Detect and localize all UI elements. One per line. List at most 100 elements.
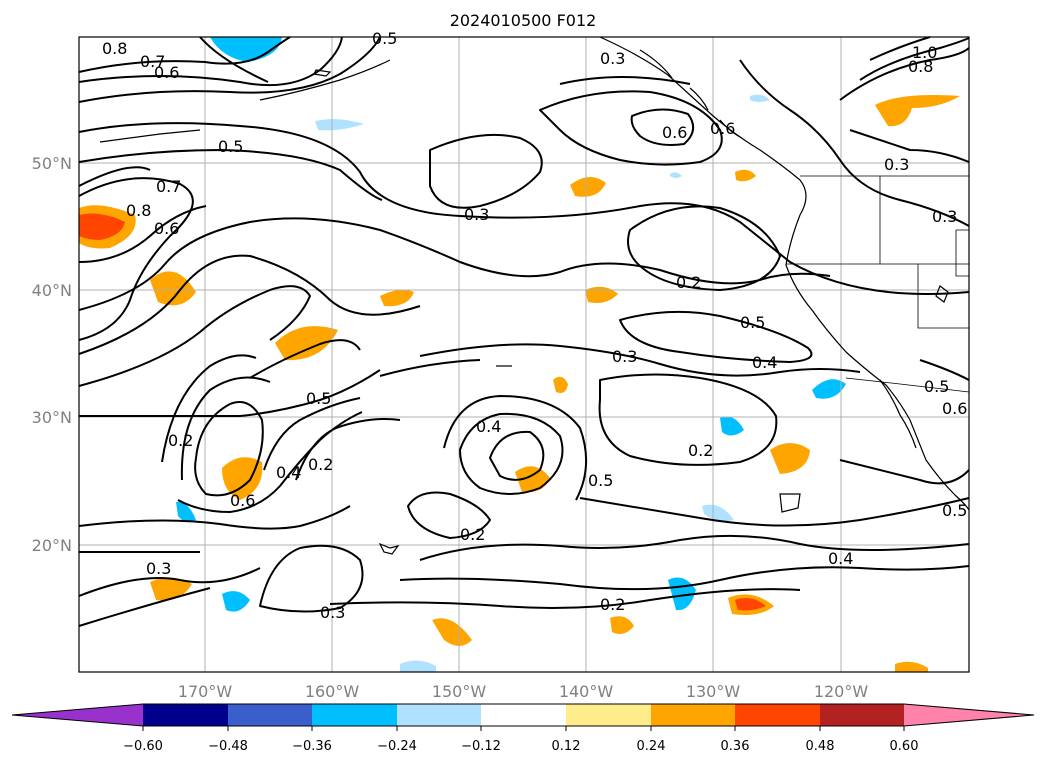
contour-label: 0.6 xyxy=(230,491,255,510)
anomaly-positive xyxy=(275,326,338,361)
anomaly-positive xyxy=(770,443,810,474)
anomaly-negative xyxy=(315,119,364,131)
contour-label: 0.3 xyxy=(612,347,637,366)
contour-label: 0.6 xyxy=(154,219,179,238)
longitude-label: 160°W xyxy=(305,682,360,701)
anomaly-negative xyxy=(702,504,734,522)
anomaly-positive xyxy=(432,618,472,646)
longitude-label: 140°W xyxy=(559,682,614,701)
contour-label: 0.5 xyxy=(588,471,613,490)
contour-label: 0.3 xyxy=(146,559,171,578)
shaded-anomalies xyxy=(79,37,960,672)
anomaly-positive xyxy=(735,169,756,182)
contour-label: 0.5 xyxy=(942,501,967,520)
colorbar-segment xyxy=(566,704,651,726)
latitude-labels: 50°N 40°N 30°N 20°N xyxy=(32,154,72,555)
anomaly-positive xyxy=(380,289,414,307)
anomaly-negative xyxy=(210,37,282,62)
colorbar-segment xyxy=(397,704,481,726)
anomaly-negative xyxy=(670,172,682,178)
contour-label: 0.3 xyxy=(932,207,957,226)
contour-label: 0.3 xyxy=(600,49,625,68)
anomaly-positive xyxy=(150,271,196,306)
contour-label: 0.3 xyxy=(320,603,345,622)
colorbar-tick-label: −0.60 xyxy=(123,739,163,754)
anomaly-positive xyxy=(553,376,568,393)
contour-label: 0.8 xyxy=(908,57,933,76)
anomaly-positive xyxy=(222,457,263,500)
longitude-label: 130°W xyxy=(686,682,741,701)
contour-label: 0.2 xyxy=(308,455,333,474)
contour-label: 0.2 xyxy=(168,431,193,450)
latitude-label: 20°N xyxy=(32,536,72,555)
contour-label: 0.5 xyxy=(924,377,949,396)
anomaly-negative xyxy=(400,660,436,672)
contour-label: 0.8 xyxy=(126,201,151,220)
contour-label: 0.6 xyxy=(942,399,967,418)
contour-label: 0.4 xyxy=(276,463,301,482)
contour-lines xyxy=(78,36,970,627)
anomaly-negative xyxy=(750,94,770,102)
colorbar-tick-label: 0.12 xyxy=(552,739,581,754)
colorbar: −0.60 −0.48 −0.36 −0.24 −0.12 0.12 0.24 … xyxy=(11,703,1035,754)
anomaly-positive xyxy=(570,176,606,197)
anomaly-negative xyxy=(812,379,846,399)
anomaly-negative xyxy=(176,501,196,523)
colorbar-tick-label: 0.60 xyxy=(890,739,919,754)
figure-title: 2024010500 F012 xyxy=(450,11,597,30)
contour-label: 0.2 xyxy=(688,441,713,460)
contour-label: 0.2 xyxy=(600,595,625,614)
anomaly-positive xyxy=(895,661,928,672)
contour-label: 0.2 xyxy=(676,273,701,292)
colorbar-segment xyxy=(481,704,566,726)
latitude-label: 30°N xyxy=(32,408,72,427)
colorbar-segment xyxy=(228,704,312,726)
longitude-labels: 170°W 160°W 150°W 140°W 130°W 120°W xyxy=(178,682,869,701)
colorbar-segment xyxy=(143,704,228,726)
contour-label: 0.5 xyxy=(306,389,331,408)
anomaly-positive xyxy=(610,616,634,634)
colorbar-tick-label: −0.48 xyxy=(208,739,248,754)
anomaly-positive xyxy=(735,598,766,611)
colorbar-segment xyxy=(312,704,397,726)
latitude-label: 40°N xyxy=(32,281,72,300)
contour-label: 0.4 xyxy=(476,417,501,436)
colorbar-extend-high xyxy=(904,704,1034,726)
contour-label: 0.7 xyxy=(140,52,165,71)
contour-label: 0.6 xyxy=(154,63,179,82)
contour-label: 0.4 xyxy=(752,353,777,372)
contour-label: 0.3 xyxy=(884,155,909,174)
anomaly-negative xyxy=(720,416,744,436)
colorbar-tick-label: 0.36 xyxy=(721,739,750,754)
anomaly-positive xyxy=(79,213,125,240)
latitude-label: 50°N xyxy=(32,154,72,173)
contour-label: 0.6 xyxy=(662,123,687,142)
map-panel: 0.8 0.7 0.6 0.5 0.3 0.6 0.7 0.8 0.6 0.5 … xyxy=(78,29,970,673)
coastlines xyxy=(99,36,970,555)
colorbar-segment xyxy=(820,704,904,726)
colorbar-tick-label: 0.24 xyxy=(637,739,666,754)
contour-label: 0.6 xyxy=(710,119,735,138)
colorbar-tick-label: 0.48 xyxy=(806,739,835,754)
longitude-label: 120°W xyxy=(814,682,869,701)
contour-label: 0.5 xyxy=(740,313,765,332)
contour-labels: 0.8 0.7 0.6 0.5 0.3 0.6 0.7 0.8 0.6 0.5 … xyxy=(102,29,967,622)
contour-label: 1.0 xyxy=(912,43,937,62)
contour-label: 0.5 xyxy=(372,29,397,48)
longitude-label: 170°W xyxy=(178,682,233,701)
colorbar-segment xyxy=(651,704,735,726)
contour-label: 0.3 xyxy=(464,205,489,224)
longitude-label: 150°W xyxy=(432,682,487,701)
anomaly-positive xyxy=(585,286,618,303)
map-frame xyxy=(78,36,970,673)
colorbar-tick-label: −0.24 xyxy=(377,739,417,754)
anomaly-positive xyxy=(515,466,550,493)
contour-label: 0.7 xyxy=(156,177,181,196)
anomaly-positive xyxy=(875,95,960,127)
colorbar-segment xyxy=(735,704,820,726)
colorbar-tick-label: −0.12 xyxy=(461,739,501,754)
colorbar-ticks xyxy=(142,726,905,731)
contour-label: 0.8 xyxy=(102,39,127,58)
anomaly-negative xyxy=(222,591,250,612)
